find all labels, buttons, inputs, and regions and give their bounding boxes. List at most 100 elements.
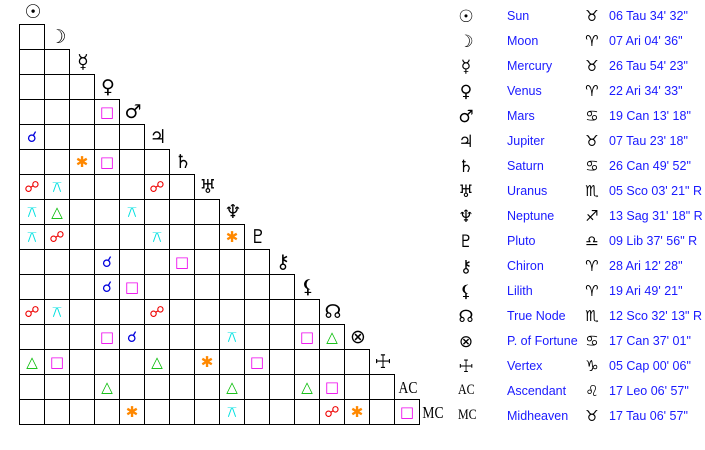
vertex-glyph-icon: ☩ <box>374 350 392 373</box>
chiron-glyph-icon: ⚷ <box>276 250 290 273</box>
aspect-cell <box>19 99 45 125</box>
aspect-cell: ✱ <box>69 149 95 175</box>
aspect-cell: △ <box>219 374 245 400</box>
planet-position: 22 Ari 34' 33" <box>609 84 683 98</box>
zodiac-sign-icon: ♏ <box>585 182 599 200</box>
aspect-cell <box>69 374 95 400</box>
aspect-cell <box>294 399 320 425</box>
aspect-cell <box>269 299 295 325</box>
aspect-cell: ⚻ <box>144 224 170 250</box>
aspect-cell: ⚻ <box>19 224 45 250</box>
aspect-cell: □ <box>169 249 195 275</box>
zodiac-sign-icon: ♈ <box>585 257 599 275</box>
aspect-cell: △ <box>94 374 120 400</box>
aspect-cell <box>294 299 320 325</box>
aspect-cell <box>144 399 170 425</box>
venus-icon: ♀ <box>459 82 473 102</box>
planet-position: 19 Ari 49' 21" <box>609 284 683 298</box>
aspect-cell <box>44 399 70 425</box>
aspect-cell <box>19 274 45 300</box>
aspect-cell: ☌ <box>94 274 120 300</box>
aspect-cell <box>119 249 145 275</box>
square-icon: □ <box>124 277 140 296</box>
aspect-cell: □ <box>44 349 70 375</box>
aspect-cell: □ <box>244 349 270 375</box>
aspect-cell <box>244 324 270 350</box>
aspect-cell <box>194 374 220 400</box>
aspect-cell <box>244 274 270 300</box>
aspect-cell <box>69 249 95 275</box>
aspect-cell <box>194 249 220 275</box>
aspect-cell: ✱ <box>219 224 245 250</box>
planet-row-ascendant: AC Ascendant ♌ 17 Leo 06' 57" <box>452 380 705 405</box>
aspect-cell <box>44 249 70 275</box>
aspect-cell <box>94 199 120 225</box>
jupiter-glyph-icon: ♃ <box>149 125 167 148</box>
venus-glyph-icon: ♀ <box>101 75 115 98</box>
midheaven-icon: MC <box>458 407 477 423</box>
aspect-cell <box>119 299 145 325</box>
aspect-cell <box>44 124 70 150</box>
aspect-cell <box>219 274 245 300</box>
planet-row-true-node: ☊ True Node ♏ 12 Sco 32' 13" R <box>452 305 705 330</box>
aspect-cell: □ <box>94 99 120 125</box>
aspect-cell <box>219 349 245 375</box>
aspect-cell <box>119 149 145 175</box>
aspect-cell <box>44 49 70 75</box>
quincunx-icon: ⚻ <box>227 327 237 346</box>
opposition-icon: ☍ <box>149 177 165 196</box>
aspect-cell <box>94 124 120 150</box>
conjunction-icon: ☌ <box>26 127 38 146</box>
aspect-cell <box>69 99 95 125</box>
pluto-icon: ♇ <box>458 232 474 252</box>
square-icon: □ <box>249 352 265 371</box>
aspect-cell <box>369 374 395 400</box>
planet-name: Chiron <box>507 259 544 273</box>
aspect-cell <box>219 299 245 325</box>
aspect-cell <box>144 199 170 225</box>
zodiac-sign-icon: ♏ <box>585 307 599 325</box>
aspect-cell <box>19 149 45 175</box>
quincunx-icon: ⚻ <box>52 177 62 196</box>
true-node-glyph-icon: ☊ <box>324 300 342 323</box>
aspect-cell <box>94 399 120 425</box>
aspect-cell: ☍ <box>144 174 170 200</box>
aspect-cell: ☍ <box>19 174 45 200</box>
aspect-cell: ⚻ <box>44 299 70 325</box>
aspect-cell: ⚻ <box>19 199 45 225</box>
aspect-cell <box>19 324 45 350</box>
aspect-cell <box>144 274 170 300</box>
opposition-icon: ☍ <box>24 302 40 321</box>
planet-name: Venus <box>507 84 542 98</box>
zodiac-sign-icon: ♉ <box>585 407 599 425</box>
aspect-cell <box>69 299 95 325</box>
trine-icon: △ <box>101 377 113 396</box>
zodiac-sign-icon: ♉ <box>585 57 599 75</box>
aspect-cell <box>144 374 170 400</box>
quincunx-icon: ⚻ <box>227 402 237 421</box>
square-icon: □ <box>99 152 115 171</box>
aspect-cell <box>369 399 395 425</box>
trine-icon: △ <box>326 327 338 346</box>
planet-name: Pluto <box>507 234 536 248</box>
aspect-cell <box>69 324 95 350</box>
square-icon: □ <box>49 352 65 371</box>
aspect-cell: □ <box>319 374 345 400</box>
trine-icon: △ <box>226 377 238 396</box>
aspect-cell <box>244 399 270 425</box>
aspect-cell: ☍ <box>319 399 345 425</box>
uranus-icon: ♅ <box>458 182 474 202</box>
aspect-cell <box>69 224 95 250</box>
aspect-cell <box>44 74 70 100</box>
planet-row-pluto: ♇ Pluto ♎ 09 Lib 37' 56" R <box>452 230 705 255</box>
planet-position: 12 Sco 32' 13" R <box>609 309 702 323</box>
planet-name: Mars <box>507 109 535 123</box>
true-node-icon: ☊ <box>458 307 474 327</box>
lilith-glyph-icon: ⚸ <box>301 275 315 298</box>
aspect-cell: △ <box>294 374 320 400</box>
aspect-cell <box>19 24 45 50</box>
saturn-icon: ♄ <box>458 157 474 177</box>
planet-name: True Node <box>507 309 566 323</box>
planet-row-saturn: ♄ Saturn ♋ 26 Can 49' 52" <box>452 155 705 180</box>
mercury-icon: ☿ <box>460 57 472 77</box>
